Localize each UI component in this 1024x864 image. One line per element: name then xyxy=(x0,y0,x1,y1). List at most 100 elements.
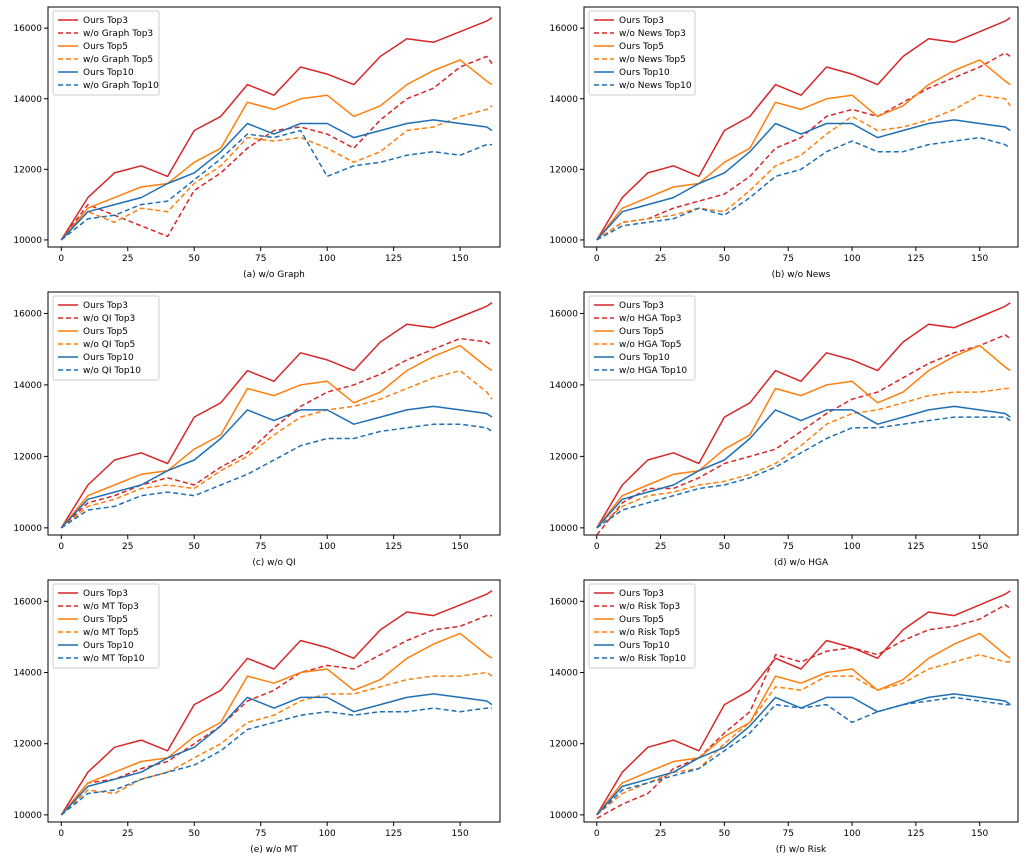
legend-entry: Ours Top3 xyxy=(83,301,128,311)
panel-6: 0 25 50 75 100 125 150 10000 12000 14000 16000 Ours… xyxy=(549,579,1019,855)
legend-entry: Ours Top5 xyxy=(83,327,128,337)
legend-box xyxy=(52,10,160,96)
x-tick-label: 100 xyxy=(843,542,860,552)
y-tick-label: 16000 xyxy=(549,309,578,319)
x-tick-label: 150 xyxy=(452,254,469,264)
series-line-3 xyxy=(60,59,493,241)
legend-entry: Ours Top5 xyxy=(83,42,128,52)
plot-frame xyxy=(583,6,1019,248)
series-line-3 xyxy=(60,344,493,529)
series-line-6 xyxy=(596,416,1011,529)
legend-entry: Ours Top10 xyxy=(619,68,670,78)
plot-frame xyxy=(583,579,1019,823)
plot-frame xyxy=(47,6,501,248)
series-line-6 xyxy=(596,136,1011,241)
series-group xyxy=(596,590,1011,820)
x-tick-label: 50 xyxy=(719,542,731,552)
series-line-2 xyxy=(596,334,1011,535)
x-tick-label: 0 xyxy=(58,254,64,264)
y-tick-label: 10000 xyxy=(549,811,578,821)
x-tick-label: 50 xyxy=(189,542,201,552)
x-tick-label: 125 xyxy=(907,542,924,552)
legend-entry: w/o HGA Top10 xyxy=(619,366,687,376)
panel-1: 0 25 50 75 100 125 150 10000 12000 14000 16000 Ours… xyxy=(13,6,501,280)
y-tick-label: 16000 xyxy=(13,24,42,34)
series-line-2 xyxy=(596,52,1011,241)
legend-entry: w/o Graph Top5 xyxy=(83,55,153,65)
legend-entry: Ours Top3 xyxy=(83,589,128,599)
series-line-6 xyxy=(60,707,492,816)
y-tick-label: 12000 xyxy=(549,165,578,175)
x-tick-label: 0 xyxy=(594,829,600,839)
x-tick-label: 0 xyxy=(58,829,64,839)
y-tick-label: 10000 xyxy=(13,236,42,246)
x-tick-label: 150 xyxy=(452,542,469,552)
legend: Ours Top3 w/o MT Top3 Ours Top5 w/o MT Top5… xyxy=(52,583,160,669)
plot-frame xyxy=(583,291,1019,536)
panel-3: 0 25 50 75 100 125 150 10000 12000 14000 16000 Ours… xyxy=(13,291,501,568)
plot-frame xyxy=(47,579,501,823)
legend-entry: Ours Top10 xyxy=(83,641,134,651)
y-tick-label: 12000 xyxy=(13,740,42,750)
series-line-4 xyxy=(596,653,1011,816)
panel-caption: (c) w/o QI xyxy=(252,558,295,568)
x-tick-label: 0 xyxy=(58,542,64,552)
x-tick-label: 100 xyxy=(843,829,860,839)
series-line-4 xyxy=(596,387,1011,529)
x-tick-label: 150 xyxy=(971,829,988,839)
series-line-1 xyxy=(596,16,1011,241)
legend-entry: Ours Top10 xyxy=(83,353,134,363)
legend-entry: w/o MT Top3 xyxy=(83,602,139,612)
y-tick-label: 12000 xyxy=(549,452,578,462)
x-tick-label: 125 xyxy=(385,829,402,839)
x-tick-label: 50 xyxy=(189,254,201,264)
panel-2: 0 25 50 75 100 125 150 10000 12000 14000 16000 Ours… xyxy=(549,6,1019,280)
x-tick-label: 0 xyxy=(594,542,600,552)
legend-entry: w/o Graph Top3 xyxy=(83,29,153,39)
x-tick-label: 100 xyxy=(319,254,336,264)
y-tick-label: 14000 xyxy=(549,95,578,105)
series-line-5 xyxy=(60,405,493,529)
series-line-3 xyxy=(596,632,1011,816)
x-tick-label: 75 xyxy=(783,542,794,552)
panel-5: 0 25 50 75 100 125 150 10000 12000 14000 16000 Ours… xyxy=(13,579,501,855)
y-tick-label: 16000 xyxy=(549,24,578,34)
y-tick-label: 14000 xyxy=(13,669,42,679)
series-line-5 xyxy=(60,119,493,241)
legend-entry: w/o QI Top10 xyxy=(83,366,141,376)
series-line-1 xyxy=(60,302,493,529)
legend-entry: w/o HGA Top3 xyxy=(619,314,681,324)
series-line-3 xyxy=(596,344,1011,529)
legend-box xyxy=(588,583,696,669)
series-group xyxy=(60,590,493,816)
series-line-5 xyxy=(596,405,1011,529)
legend-entry: w/o MT Top10 xyxy=(83,654,145,664)
legend-box xyxy=(588,10,696,96)
legend-entry: Ours Top5 xyxy=(83,615,128,625)
x-tick-label: 50 xyxy=(719,254,731,264)
y-tick-label: 14000 xyxy=(13,381,42,391)
legend-entry: w/o HGA Top5 xyxy=(619,340,681,350)
x-tick-label: 75 xyxy=(783,829,794,839)
series-line-3 xyxy=(596,59,1011,241)
legend-entry: w/o QI Top3 xyxy=(83,314,135,324)
x-tick-label: 25 xyxy=(122,829,133,839)
series-line-6 xyxy=(60,129,492,241)
legend: Ours Top3 w/o News Top3 Ours Top5 w/o News … xyxy=(588,10,696,96)
x-tick-label: 50 xyxy=(719,829,731,839)
y-tick-label: 10000 xyxy=(549,524,578,534)
x-tick-label: 25 xyxy=(122,254,133,264)
y-tick-label: 14000 xyxy=(549,669,578,679)
series-line-3 xyxy=(60,632,493,816)
x-tick-label: 25 xyxy=(122,542,133,552)
series-line-4 xyxy=(60,369,493,529)
series-line-4 xyxy=(60,105,493,241)
x-tick-label: 75 xyxy=(783,254,794,264)
legend-entry: Ours Top10 xyxy=(83,68,134,78)
x-tick-label: 75 xyxy=(255,829,266,839)
legend: Ours Top3 w/o HGA Top3 Ours Top5 w/o HGA To… xyxy=(588,295,696,381)
series-group xyxy=(60,16,493,241)
panel-4: 0 25 50 75 100 125 150 10000 12000 14000 16000 Ours… xyxy=(549,291,1019,568)
series-group xyxy=(596,302,1011,535)
